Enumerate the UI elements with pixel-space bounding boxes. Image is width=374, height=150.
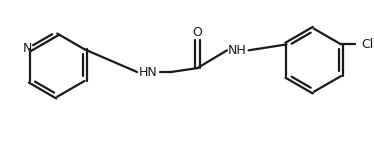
- Text: NH: NH: [227, 44, 246, 57]
- Text: Cl: Cl: [361, 38, 373, 51]
- Text: O: O: [193, 26, 202, 39]
- Text: HN: HN: [139, 66, 157, 79]
- Text: N: N: [23, 42, 33, 55]
